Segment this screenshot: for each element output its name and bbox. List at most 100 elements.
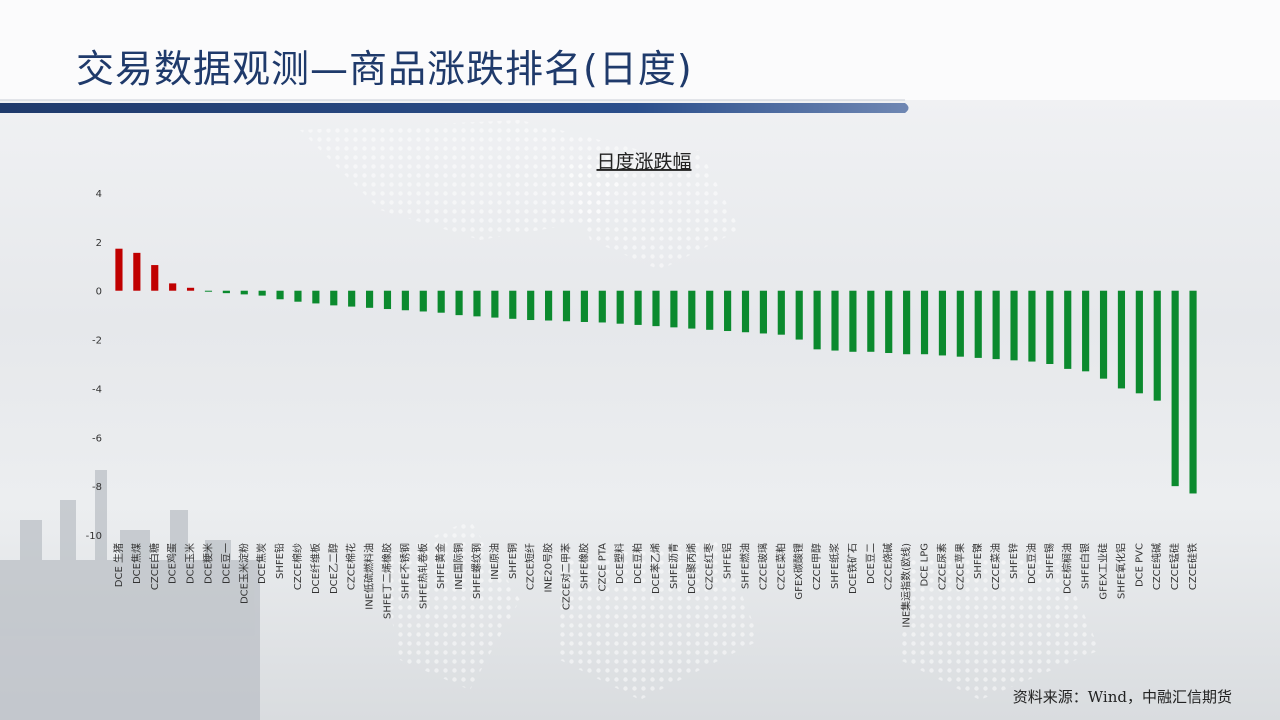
bar bbox=[186, 287, 195, 291]
bar bbox=[938, 290, 947, 356]
x-tick-label: SHFE螺纹钢 bbox=[470, 543, 483, 599]
bar bbox=[1046, 290, 1054, 364]
bar bbox=[652, 290, 660, 327]
bar bbox=[169, 283, 177, 291]
x-tick-label: DCE豆油 bbox=[1025, 543, 1038, 584]
x-tick-label: INE原油 bbox=[488, 543, 501, 580]
bar bbox=[419, 290, 427, 312]
bar bbox=[401, 290, 409, 311]
x-tick-label: DCE玉米淀粉 bbox=[237, 543, 250, 604]
x-axis-labels: DCE 生猪 DCE焦煤 CZCE白糖 DCE鸡蛋 DCE玉米 DCE粳米 DCE豆一 DCE… bbox=[112, 543, 1199, 628]
x-tick-label: DCE焦煤 bbox=[130, 543, 143, 584]
y-tick-label: -8 bbox=[92, 482, 102, 493]
x-tick-label: SHFE铅 bbox=[273, 543, 286, 579]
bar bbox=[974, 290, 982, 358]
x-tick-label: CZCE白糖 bbox=[148, 543, 161, 590]
bar bbox=[151, 265, 159, 291]
x-tick-label: DCE聚丙烯 bbox=[685, 543, 698, 594]
bar bbox=[204, 290, 213, 292]
bar bbox=[545, 290, 553, 321]
bar bbox=[777, 290, 785, 335]
x-tick-label: DCE LPG bbox=[920, 543, 931, 587]
bar bbox=[348, 290, 356, 307]
world-map-dots bbox=[300, 120, 1100, 700]
bar bbox=[240, 290, 248, 295]
x-tick-label: DCE棕榈油 bbox=[1061, 543, 1074, 594]
bar bbox=[1082, 290, 1090, 372]
x-tick-label: DCE苯乙烯 bbox=[649, 543, 662, 594]
x-tick-label: SHFE燃油 bbox=[739, 543, 752, 589]
x-tick-label: CZCE烧碱 bbox=[882, 543, 895, 590]
bar bbox=[1153, 290, 1161, 401]
bar bbox=[598, 290, 606, 323]
x-tick-label: SHFE热轧卷板 bbox=[416, 543, 429, 609]
bar bbox=[115, 248, 123, 291]
x-tick-label: DCE PVC bbox=[1134, 543, 1145, 587]
y-tick-label: 4 bbox=[96, 189, 102, 200]
x-tick-label: DCE铁矿石 bbox=[846, 543, 859, 594]
x-tick-label: CZCE菜粕 bbox=[774, 543, 787, 590]
bar bbox=[258, 290, 266, 296]
bar bbox=[580, 290, 588, 322]
x-tick-label: CZCE苹果 bbox=[953, 543, 966, 590]
x-tick-label: CZCE棉花 bbox=[345, 543, 358, 590]
y-tick-label: -6 bbox=[92, 433, 102, 444]
bar bbox=[330, 290, 338, 306]
x-tick-label: DCE玉米 bbox=[184, 543, 197, 584]
x-tick-label: CZCE对二甲苯 bbox=[559, 543, 572, 610]
x-tick-label: DCE乙二醇 bbox=[327, 543, 340, 594]
source-note: 资料来源：Wind，中融汇信期货 bbox=[1012, 688, 1232, 706]
bar bbox=[670, 290, 678, 328]
bar bbox=[1117, 290, 1126, 389]
bar bbox=[491, 290, 499, 318]
page-title: 交易数据观测—商品涨跌排名(日度) bbox=[76, 47, 693, 91]
bar bbox=[688, 290, 696, 329]
y-axis: 4 2 0 -2 -4 -6 -8 -10 bbox=[86, 189, 102, 542]
x-tick-label: CZCE PTA bbox=[597, 543, 608, 592]
x-tick-label: GFEX工业硅 bbox=[1097, 543, 1110, 600]
x-tick-label: CZCE尿素 bbox=[935, 543, 948, 590]
bar bbox=[849, 290, 857, 352]
x-tick-label: CZCE红枣 bbox=[703, 543, 716, 590]
bar bbox=[759, 290, 767, 334]
bar bbox=[616, 290, 624, 324]
bar bbox=[527, 290, 535, 321]
x-tick-label: SHFE不锈钢 bbox=[398, 543, 411, 599]
y-tick-label: 2 bbox=[96, 238, 102, 249]
x-tick-label: GFEX碳酸锂 bbox=[792, 543, 805, 600]
bar bbox=[1171, 290, 1179, 487]
y-tick-label: -10 bbox=[86, 531, 102, 542]
x-tick-label: SHFE锡 bbox=[1043, 543, 1056, 579]
bar bbox=[133, 252, 141, 291]
x-tick-label: SHFE黄金 bbox=[434, 543, 447, 589]
bar bbox=[1064, 290, 1072, 369]
x-tick-label: SHFE沥青 bbox=[667, 543, 680, 589]
x-tick-label: DCE塑料 bbox=[613, 543, 626, 584]
bar bbox=[920, 290, 929, 355]
bar bbox=[724, 290, 732, 332]
x-tick-label: DCE豆二 bbox=[865, 543, 877, 584]
x-tick-label: CZCE硅铁 bbox=[1186, 543, 1199, 590]
y-tick-label: 0 bbox=[96, 287, 102, 298]
bar bbox=[903, 290, 911, 355]
bar bbox=[831, 290, 839, 351]
bar bbox=[795, 290, 803, 340]
x-tick-label: DCE鸡蛋 bbox=[166, 543, 179, 584]
bar bbox=[885, 290, 893, 354]
bar bbox=[1099, 290, 1108, 379]
bar bbox=[383, 290, 392, 310]
x-tick-label: INE20号胶 bbox=[542, 543, 555, 592]
x-tick-label: CZCE玻璃 bbox=[756, 543, 769, 590]
x-tick-label: CZCE菜油 bbox=[989, 543, 1002, 590]
bars bbox=[115, 248, 1197, 494]
bar bbox=[956, 290, 964, 357]
bar bbox=[813, 290, 821, 350]
title-strip bbox=[0, 0, 1280, 100]
x-tick-label: DCE粳米 bbox=[201, 543, 214, 584]
bar bbox=[1135, 290, 1143, 394]
x-tick-label: SHFE镍 bbox=[971, 543, 984, 579]
bar bbox=[437, 290, 445, 313]
bar bbox=[1010, 290, 1018, 361]
